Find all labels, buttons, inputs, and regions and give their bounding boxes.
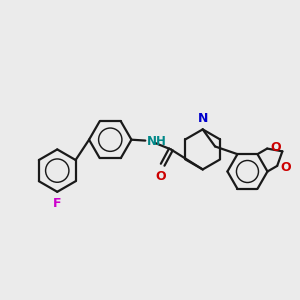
Text: F: F <box>53 197 61 210</box>
Text: O: O <box>156 170 166 183</box>
Text: O: O <box>271 141 281 154</box>
Text: NH: NH <box>147 135 166 148</box>
Text: N: N <box>197 112 208 125</box>
Text: O: O <box>281 161 291 174</box>
